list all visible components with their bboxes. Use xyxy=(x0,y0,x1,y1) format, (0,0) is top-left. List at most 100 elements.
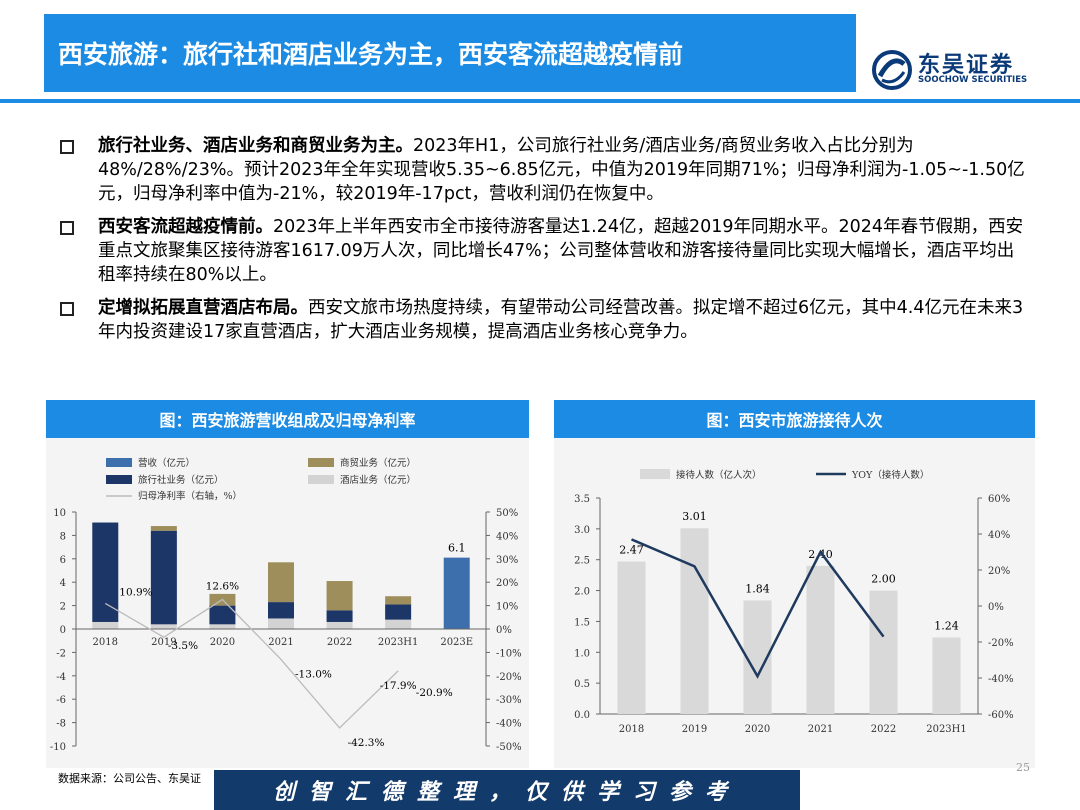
bar-value-label: 1.84 xyxy=(745,582,770,595)
bullet-body: 2023年上半年西安市全市接待游客量达1.24亿，超越2019年同期水平。202… xyxy=(98,217,1024,285)
bullet-item: 西安客流超越疫情前。2023年上半年西安市全市接待游客量达1.24亿，超越201… xyxy=(60,215,1030,287)
bar-segment xyxy=(268,618,294,629)
bullet-heading: 旅行社业务、酒店业务和商贸业务为主。 xyxy=(98,136,413,156)
bar-segment xyxy=(385,604,412,620)
slide-title-bar: 西安旅游：旅行社和酒店业务为主，西安客流超越疫情前 xyxy=(44,14,856,92)
logo-en-text: SOOCHOW SECURITIES xyxy=(918,75,1028,85)
y2-tick-label: 20% xyxy=(988,566,1010,577)
y2-tick-label: -30% xyxy=(496,695,522,706)
legend-label: 商贸业务（亿元） xyxy=(340,457,416,469)
checkbox-bullet-icon xyxy=(60,302,74,316)
chart1-header-text: 图：西安旅游营收组成及归母净利率 xyxy=(159,411,416,430)
legend-swatch xyxy=(308,458,334,467)
bar-segment xyxy=(150,624,177,629)
x-tick-label: 2018 xyxy=(619,724,644,735)
header-divider xyxy=(0,99,1080,103)
x-tick-label: 2023H1 xyxy=(378,637,419,648)
bar-segment xyxy=(150,526,177,531)
bar-value-label: 6.1 xyxy=(448,542,466,555)
legend-label: 接待人数（亿人次） xyxy=(676,469,762,481)
slide-title: 西安旅游：旅行社和酒店业务为主，西安客流超越疫情前 xyxy=(58,40,684,69)
y-tick-label: 8 xyxy=(60,531,66,542)
checkbox-bullet-icon xyxy=(60,221,74,235)
bullet-item: 旅行社业务、酒店业务和商贸业务为主。2023年H1，公司旅行社业务/酒店业务/商… xyxy=(60,134,1030,206)
x-tick-label: 2022 xyxy=(327,637,352,648)
logo-cn-text: 东吴证券 xyxy=(918,53,1015,78)
legend-label: 归母净利率（右轴，%） xyxy=(138,490,242,502)
bullet-body: 西安文旅市场热度持续，有望带动公司经营改善。拟定增不超过6亿元，其中4.4亿元在… xyxy=(98,298,1024,342)
y-tick-label: 2 xyxy=(60,602,66,613)
chart2-panel: 接待人数（亿人次） YOY（接待人数） 3.5 3.0 2.5 2.0 1.5 1.0 0.5 0… xyxy=(554,438,1035,768)
y-tick-label: 10 xyxy=(53,508,66,519)
y-tick-label: -4 xyxy=(56,672,66,683)
bullet-list: 旅行社业务、酒店业务和商贸业务为主。2023年H1，公司旅行社业务/酒店业务/商… xyxy=(60,134,1030,353)
logo-icon xyxy=(872,50,912,90)
data-source: 数据来源：公司公告、东吴证 xyxy=(58,772,201,785)
data-label: -20.9% xyxy=(416,687,453,699)
chart1-svg: 营收（亿元） 商贸业务（亿元） 旅行社业务（亿元） 酒店业务（亿元） 归母净利率（右轴，… xyxy=(50,457,522,753)
y-tick-label: -8 xyxy=(56,719,66,730)
y2-tick-label: -20% xyxy=(988,638,1014,649)
bar-segment xyxy=(268,602,294,619)
y2-tick-label: 30% xyxy=(496,555,518,566)
legend-swatch xyxy=(308,475,334,484)
data-label: 10.9% xyxy=(119,586,152,598)
bar-segment xyxy=(268,562,294,603)
y2-tick-label: 40% xyxy=(988,530,1010,541)
x-tick-label: 2022 xyxy=(871,724,896,735)
x-tick-label: 2021 xyxy=(268,637,293,648)
y-tick-label: 4 xyxy=(60,578,66,589)
bar-segment xyxy=(209,605,236,625)
y-tick-label: 3.0 xyxy=(574,525,590,536)
x-tick-label: 2023H1 xyxy=(926,724,967,735)
y2-tick-label: 0% xyxy=(988,602,1004,613)
bullet-item: 定增拟拓展直营酒店布局。西安文旅市场热度持续，有望带动公司经营改善。拟定增不超过… xyxy=(60,296,1030,344)
bullet-body: 2023年H1，公司旅行社业务/酒店业务/商贸业务收入占比分别为48%/28%/… xyxy=(98,136,1025,204)
legend-label: 营收（亿元） xyxy=(138,457,195,469)
data-label: -3.5% xyxy=(168,640,198,652)
legend-swatch xyxy=(106,458,132,467)
bar-segment xyxy=(209,624,236,629)
bar-segment xyxy=(326,581,353,611)
bar xyxy=(617,561,646,714)
bullet-heading: 西安客流超越疫情前。 xyxy=(98,217,273,237)
chart2-svg: 接待人数（亿人次） YOY（接待人数） 3.5 3.0 2.5 2.0 1.5 1.0 0.5 0… xyxy=(574,469,1014,735)
legend-label: 酒店业务（亿元） xyxy=(340,474,416,486)
page-number: 25 xyxy=(1016,761,1030,774)
legend-swatch xyxy=(106,475,132,484)
yoy-line xyxy=(631,538,885,679)
bar-segment xyxy=(326,610,353,622)
chart1-header: 图：西安旅游营收组成及归母净利率 xyxy=(46,400,529,438)
y-tick-label: 0.5 xyxy=(574,679,590,690)
y-tick-label: 3.5 xyxy=(574,494,590,505)
legend-label: YOY（接待人数） xyxy=(851,469,929,481)
data-label: -17.9% xyxy=(380,680,417,692)
chart2-header: 图：西安市旅游接待人次 xyxy=(554,400,1035,438)
chart2-header-text: 图：西安市旅游接待人次 xyxy=(706,411,883,430)
bar-segment xyxy=(92,522,119,622)
x-tick-label: 2020 xyxy=(210,637,235,648)
y2-tick-label: -40% xyxy=(988,674,1014,685)
y-tick-label: 6 xyxy=(60,555,66,566)
x-tick-label: 2019 xyxy=(682,724,707,735)
bar-segment xyxy=(385,596,412,605)
bar-segment xyxy=(385,619,412,629)
x-tick-label: 2020 xyxy=(745,724,770,735)
y2-tick-label: -50% xyxy=(496,742,522,753)
y2-tick-label: 40% xyxy=(496,531,518,542)
y2-tick-label: 0% xyxy=(496,625,512,636)
y2-tick-label: -60% xyxy=(988,710,1014,721)
y2-tick-label: 50% xyxy=(496,508,518,519)
y-tick-label: 0.0 xyxy=(574,710,590,721)
y-tick-label: 1.5 xyxy=(574,617,590,628)
data-label: -13.0% xyxy=(295,668,332,680)
data-label: -42.3% xyxy=(348,737,385,749)
y2-tick-label: 60% xyxy=(988,494,1010,505)
y-tick-label: -2 xyxy=(56,648,66,659)
bar xyxy=(806,565,835,714)
bar-segment xyxy=(326,621,353,629)
y-tick-label: 2.5 xyxy=(574,556,590,567)
y2-tick-label: 10% xyxy=(496,602,518,613)
y2-tick-label: -20% xyxy=(496,672,522,683)
y2-tick-label: -40% xyxy=(496,719,522,730)
